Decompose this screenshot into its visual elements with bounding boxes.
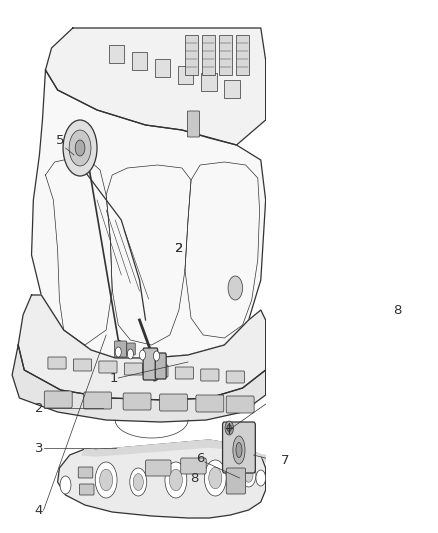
FancyBboxPatch shape [115,341,127,357]
FancyBboxPatch shape [143,348,158,380]
FancyBboxPatch shape [109,45,124,63]
FancyBboxPatch shape [48,357,66,369]
Circle shape [165,462,187,498]
Circle shape [227,424,231,432]
FancyBboxPatch shape [201,369,219,381]
Circle shape [60,476,71,494]
FancyBboxPatch shape [226,468,246,494]
Text: 2: 2 [175,241,183,254]
FancyBboxPatch shape [187,111,200,137]
Text: 6: 6 [196,451,204,464]
FancyBboxPatch shape [236,35,249,75]
FancyBboxPatch shape [226,396,254,413]
FancyBboxPatch shape [181,458,206,474]
Text: 2: 2 [175,241,183,254]
Circle shape [139,350,145,360]
FancyBboxPatch shape [201,73,216,91]
FancyBboxPatch shape [145,460,171,476]
FancyBboxPatch shape [127,343,135,355]
Circle shape [209,467,222,489]
Circle shape [256,470,265,486]
FancyBboxPatch shape [224,80,240,98]
Circle shape [95,462,117,498]
Circle shape [225,421,233,435]
Polygon shape [82,440,265,462]
FancyBboxPatch shape [219,35,232,75]
FancyBboxPatch shape [155,353,166,379]
Circle shape [127,349,134,359]
FancyBboxPatch shape [159,394,187,411]
Text: 7: 7 [281,454,289,466]
FancyBboxPatch shape [196,395,224,412]
Circle shape [63,120,97,176]
Polygon shape [32,70,265,358]
FancyBboxPatch shape [123,393,151,410]
FancyBboxPatch shape [226,371,244,383]
FancyBboxPatch shape [175,367,194,379]
Circle shape [75,140,85,156]
Circle shape [115,347,121,357]
Circle shape [205,460,226,496]
Text: 1: 1 [110,372,118,384]
Text: 8: 8 [393,303,402,317]
FancyBboxPatch shape [44,391,72,408]
Polygon shape [46,28,265,145]
FancyBboxPatch shape [70,125,90,145]
FancyBboxPatch shape [185,35,198,75]
Text: 4: 4 [35,504,43,516]
Circle shape [99,469,113,491]
FancyBboxPatch shape [178,66,194,84]
Ellipse shape [236,442,242,457]
Polygon shape [58,440,265,518]
Circle shape [244,468,253,482]
Circle shape [241,463,256,487]
Text: 8: 8 [190,472,198,484]
Ellipse shape [233,436,245,464]
FancyBboxPatch shape [202,35,215,75]
FancyBboxPatch shape [150,365,168,377]
FancyBboxPatch shape [84,392,112,409]
Text: 3: 3 [35,441,43,455]
Circle shape [228,276,243,300]
Circle shape [153,351,159,361]
FancyBboxPatch shape [99,361,117,373]
FancyBboxPatch shape [74,359,92,371]
FancyBboxPatch shape [78,467,93,478]
FancyBboxPatch shape [155,59,170,77]
Polygon shape [18,295,265,400]
Circle shape [170,469,183,491]
FancyBboxPatch shape [223,422,255,473]
Circle shape [130,468,147,496]
FancyBboxPatch shape [132,52,147,70]
Text: 5: 5 [57,133,65,147]
Text: 2: 2 [35,401,43,415]
Circle shape [69,130,91,166]
Circle shape [133,474,143,490]
FancyBboxPatch shape [124,363,142,375]
Polygon shape [12,345,265,422]
FancyBboxPatch shape [79,484,94,495]
